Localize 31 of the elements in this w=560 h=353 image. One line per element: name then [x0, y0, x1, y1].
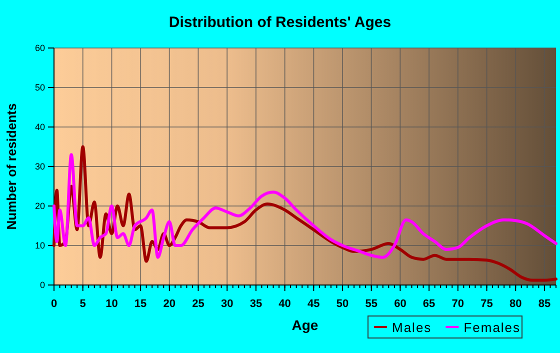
- x-tick-label: 45: [308, 298, 320, 310]
- y-tick-label: 30: [34, 161, 45, 172]
- x-tick-label: 30: [220, 298, 234, 310]
- y-tick-label: 40: [34, 122, 45, 132]
- x-tick-label: 80: [509, 298, 522, 310]
- x-tick-label: 25: [192, 298, 204, 310]
- y-tick-label: 0: [40, 280, 45, 290]
- x-tick-label: 55: [365, 298, 378, 310]
- x-tick-label: 60: [394, 298, 406, 310]
- y-tick-label: 50: [34, 82, 45, 92]
- x-tick-label: 5: [80, 298, 86, 310]
- y-tick-label: 60: [34, 42, 45, 53]
- y-axis-title: Number of residents: [4, 103, 19, 230]
- legend-label: Males: [392, 320, 432, 335]
- line-series: [52, 153, 558, 259]
- x-tick-label: 0: [50, 298, 58, 310]
- x-tick-label: 75: [480, 298, 493, 310]
- x-tick-label: 20: [163, 298, 176, 310]
- x-tick-label: 35: [250, 298, 262, 310]
- x-tick-label: 40: [278, 298, 291, 310]
- x-tick-label: 65: [422, 298, 436, 310]
- x-tick-label: 85: [538, 298, 551, 310]
- x-tick-label: 10: [106, 298, 118, 310]
- x-tick-label: 50: [336, 298, 349, 310]
- x-tick-label: 70: [452, 298, 464, 310]
- x-tick-label: 15: [134, 298, 147, 310]
- x-axis-title: Age: [292, 317, 318, 333]
- y-tick-label: 10: [34, 240, 45, 250]
- chart-title: Distribution of Residents' Ages: [168, 14, 392, 31]
- legend-label: Females: [464, 320, 521, 335]
- y-tick-label: 20: [34, 200, 45, 211]
